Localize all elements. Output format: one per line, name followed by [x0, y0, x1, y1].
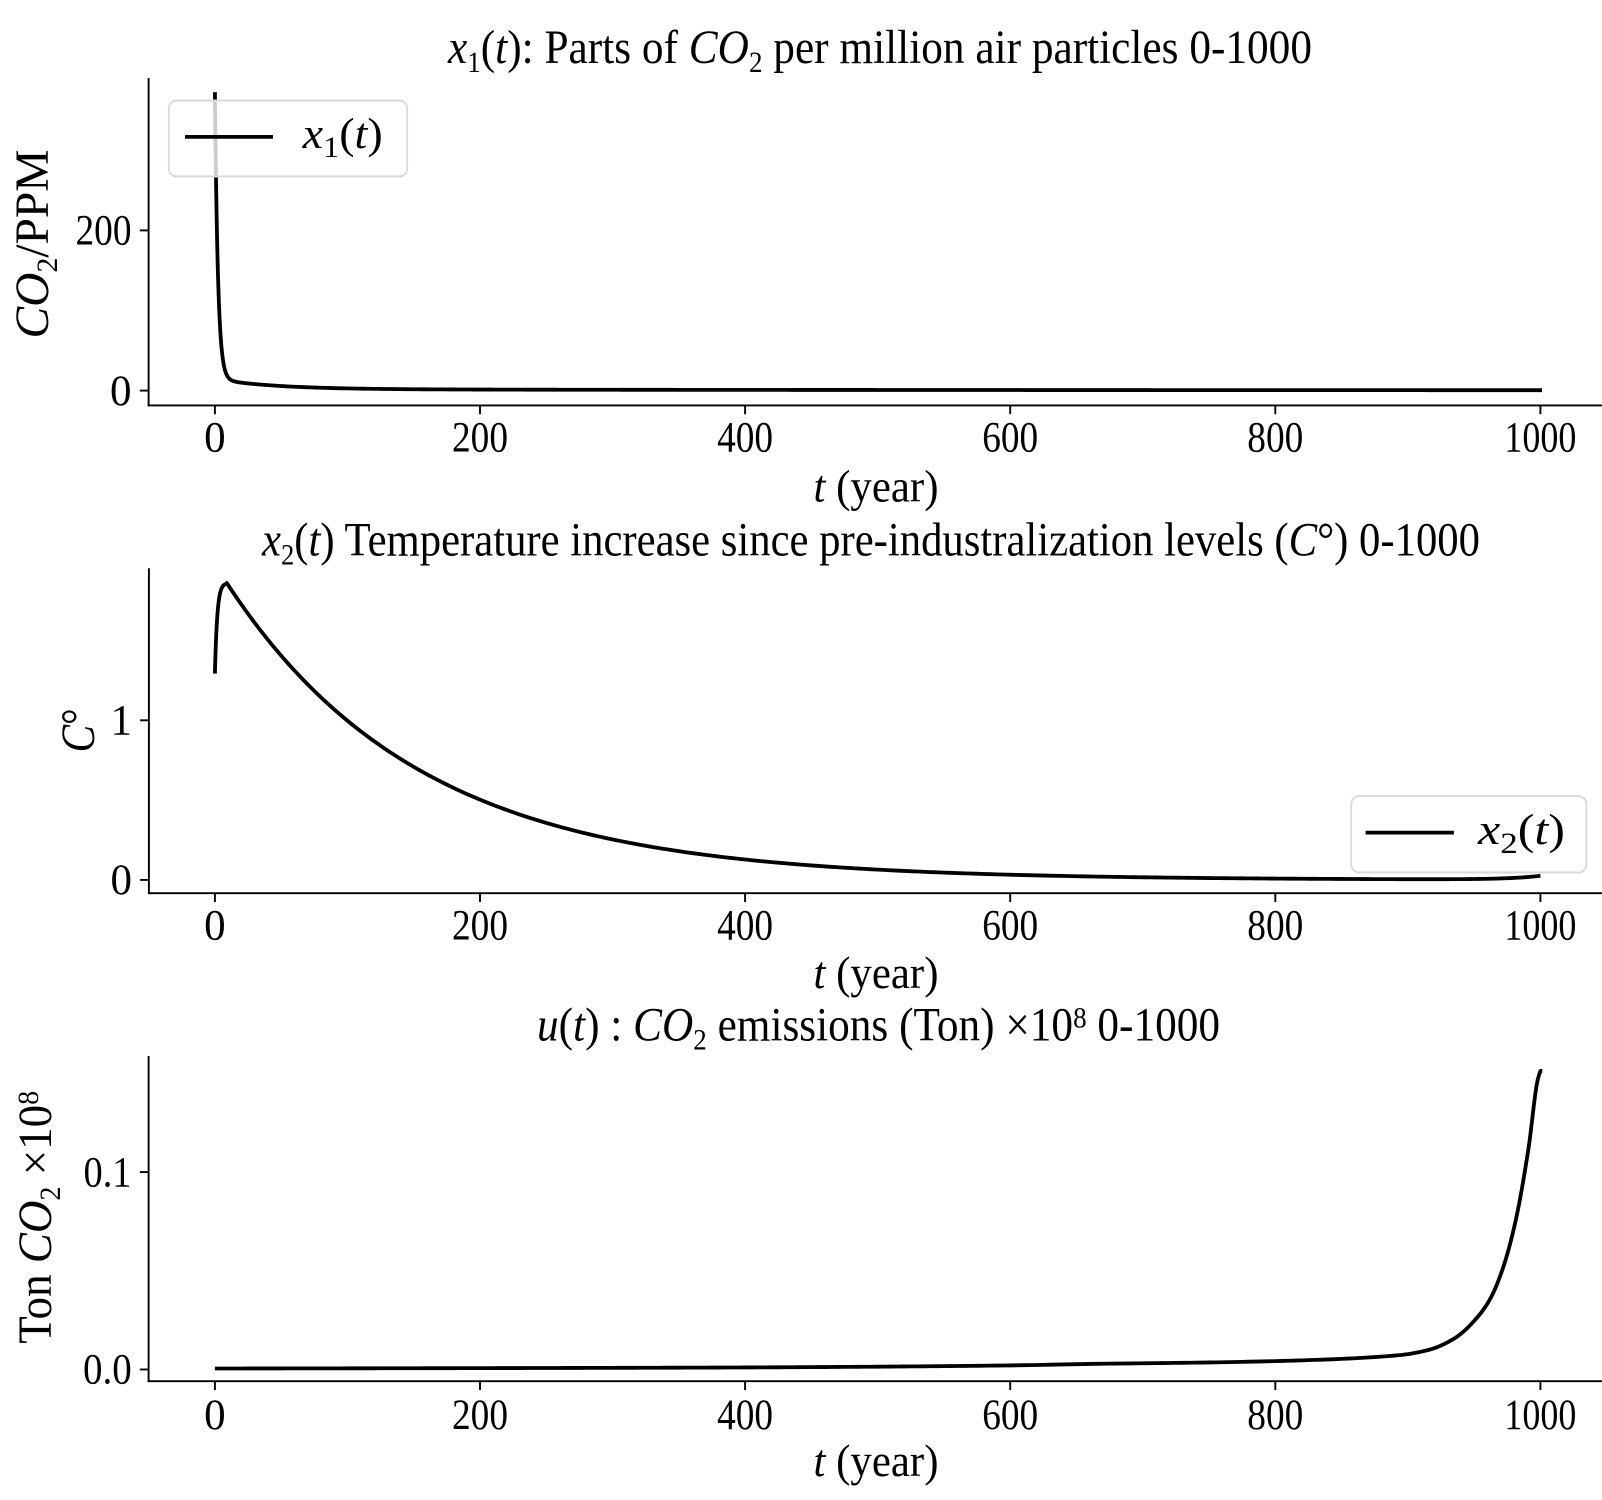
svg-text:0.1: 0.1 [84, 1149, 132, 1196]
svg-text:u(t) : CO2 emissions (Ton) ×10: u(t) : CO2 emissions (Ton) ×108 0-1000 [537, 999, 1220, 1057]
svg-text:1000: 1000 [1504, 903, 1576, 950]
svg-text:0: 0 [204, 1392, 226, 1439]
svg-text:1000: 1000 [1504, 1392, 1576, 1439]
svg-text:800: 800 [1247, 1392, 1303, 1439]
svg-text:0: 0 [110, 368, 132, 415]
svg-text:0: 0 [204, 903, 226, 950]
svg-text:600: 600 [982, 415, 1038, 462]
svg-text:0: 0 [204, 415, 226, 462]
svg-text:200: 200 [452, 903, 508, 950]
svg-text:x2(t): x 2(t) [1477, 807, 1565, 860]
svg-text:x2(t) Temperature increase sin: x2(t) Temperature increase since pre-ind… [261, 514, 1480, 572]
svg-text:1: 1 [111, 698, 133, 745]
svg-text:Ton CO2 ×108: Ton CO2 ×108 [9, 1091, 67, 1344]
svg-text:t (year): t (year) [814, 947, 939, 998]
svg-text:0.0: 0.0 [83, 1347, 132, 1394]
svg-text:200: 200 [76, 208, 132, 255]
svg-text:x1(t): Parts of CO2 per millio: x1(t): Parts of CO2 per million air part… [447, 21, 1312, 79]
svg-text:800: 800 [1247, 415, 1303, 462]
svg-text:t (year): t (year) [814, 460, 939, 511]
svg-text:400: 400 [717, 415, 773, 462]
svg-text:x1(t): x1(t) [302, 111, 383, 164]
svg-text:400: 400 [717, 1392, 773, 1439]
svg-text:200: 200 [452, 1392, 508, 1439]
svg-text:400: 400 [717, 903, 773, 950]
svg-text:600: 600 [982, 903, 1038, 950]
svg-text:0: 0 [111, 857, 133, 904]
svg-text:800: 800 [1247, 903, 1303, 950]
svg-text:t (year): t (year) [814, 1435, 939, 1486]
svg-text:CO2/PPM: CO2/PPM [6, 150, 64, 339]
svg-text:600: 600 [982, 1392, 1038, 1439]
svg-text:1000: 1000 [1504, 415, 1576, 462]
svg-text:C°: C° [52, 708, 105, 752]
svg-text:200: 200 [452, 415, 508, 462]
